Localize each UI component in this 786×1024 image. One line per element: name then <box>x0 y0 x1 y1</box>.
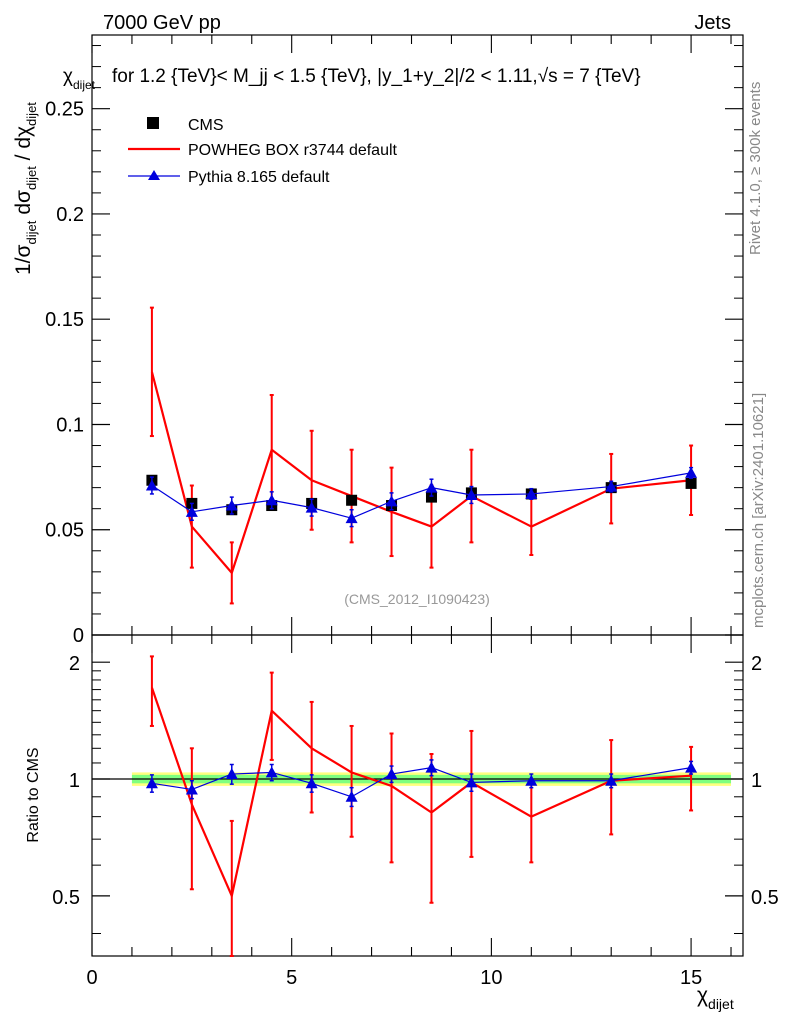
powheg-line <box>150 371 692 574</box>
main-y-tick-label: 0.05 <box>45 520 84 542</box>
pythia-line <box>151 472 692 519</box>
pythia-ratio-point <box>225 768 238 780</box>
powheg-ratio-line <box>150 687 692 897</box>
legend-label-powheg: POWHEG BOX r3744 default <box>188 142 398 159</box>
pythia-point <box>465 489 478 500</box>
ratio-y-tick-label: 1 <box>69 770 80 792</box>
legend-label-pythia: Pythia 8.165 default <box>188 169 330 186</box>
cms-data-point <box>425 491 437 503</box>
pythia-ratio-point <box>605 774 618 786</box>
analysis-label: (CMS_2012_I1090423) <box>344 591 490 607</box>
pythia-point <box>425 481 438 493</box>
pythia-ratio-point <box>425 761 438 773</box>
pythia-point <box>385 495 398 507</box>
main-y-tick-label: 0 <box>73 625 84 647</box>
x-tick-label: 5 <box>286 967 297 989</box>
pythia-point <box>145 479 158 491</box>
main-y-tick-label: 0.25 <box>45 99 84 121</box>
plot-title: for 1.2 {TeV}< M_jj < 1.5 {TeV}, |y_1+y_… <box>112 66 641 87</box>
mcplots-label: mcplots.cern.ch [arXiv:2401.10621] <box>750 393 767 628</box>
legend-label-cms: CMS <box>188 117 224 134</box>
pythia-ratio-point <box>465 776 478 788</box>
ratio-y-tick-label: 0.5 <box>52 887 80 909</box>
x-tick-label: 15 <box>680 967 702 989</box>
pythia-ratio-line <box>151 767 692 798</box>
main-y-axis-title: 1/σdijetdσdijet / dχdijet <box>12 102 39 275</box>
pythia-ratio-point <box>265 766 278 778</box>
header-process: Jets <box>694 12 731 34</box>
pythia-point <box>225 499 238 511</box>
pythia-point <box>525 487 538 499</box>
pythia-ratio-point <box>385 768 398 780</box>
main-y-tick-label: 0.15 <box>45 309 84 331</box>
main-axis-ticks: 0 0.05 0.1 0.15 0.2 0.25 <box>45 35 743 647</box>
ratio-series-layer <box>145 655 698 957</box>
ratio-y-tick-label-right: 0.5 <box>751 887 779 909</box>
ratio-y-tick-label: 2 <box>69 653 80 675</box>
pythia-ratio-point <box>185 783 198 795</box>
svg-text:1/σdijetdσdijet / dχdijet: 1/σdijetdσdijet / dχdijet <box>12 102 39 275</box>
pythia-ratio-point <box>345 790 358 802</box>
pythia-point <box>685 466 698 478</box>
legend-marker-cms <box>147 117 159 129</box>
pythia-point <box>185 505 198 517</box>
pythia-point <box>605 480 618 492</box>
legend-marker-pythia <box>148 170 160 180</box>
ratio-y-tick-label-right: 2 <box>751 653 762 675</box>
pythia-ratio-point <box>305 777 318 789</box>
pythia-point <box>345 512 358 524</box>
ratio-panel-frame <box>91 634 744 957</box>
header-energy: 7000 GeV pp <box>103 12 221 34</box>
ratio-y-axis-title: Ratio to CMS <box>25 747 42 842</box>
x-tick-label: 0 <box>86 967 97 989</box>
x-tick-label: 10 <box>480 967 502 989</box>
legend: CMS POWHEG BOX r3744 default Pythia 8.16… <box>128 117 398 186</box>
main-series-layer <box>145 306 698 605</box>
cms-data-point <box>685 477 697 489</box>
cms-data-point <box>346 494 358 506</box>
pythia-ratio-point <box>685 761 698 773</box>
pythia-point <box>305 501 318 513</box>
pythia-point <box>265 494 278 506</box>
pythia-ratio-point <box>525 774 538 786</box>
main-y-tick-label: 0.2 <box>56 204 84 226</box>
x-axis-title: χdijet <box>697 984 734 1012</box>
ratio-axis-ticks: 0.5 0.5 1 1 2 2 0 5 10 15 <box>52 635 779 989</box>
title-prefix: χdijet <box>63 66 96 92</box>
main-y-tick-label: 0.1 <box>56 414 84 436</box>
pythia-ratio-point <box>145 777 158 789</box>
rivet-version-label: Rivet 4.1.0, ≥ 300k events <box>747 82 764 255</box>
ratio-y-tick-label-right: 1 <box>751 770 762 792</box>
